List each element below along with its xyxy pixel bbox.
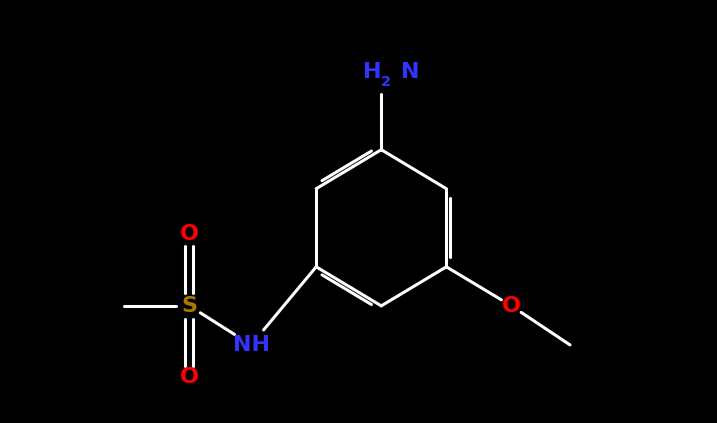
Text: H: H xyxy=(363,62,381,82)
Text: O: O xyxy=(180,224,199,244)
Text: O: O xyxy=(180,368,199,387)
Text: S: S xyxy=(181,296,197,316)
Text: NH: NH xyxy=(232,335,270,355)
Text: O: O xyxy=(502,296,521,316)
Text: N: N xyxy=(401,62,419,82)
Text: 2: 2 xyxy=(381,75,391,89)
